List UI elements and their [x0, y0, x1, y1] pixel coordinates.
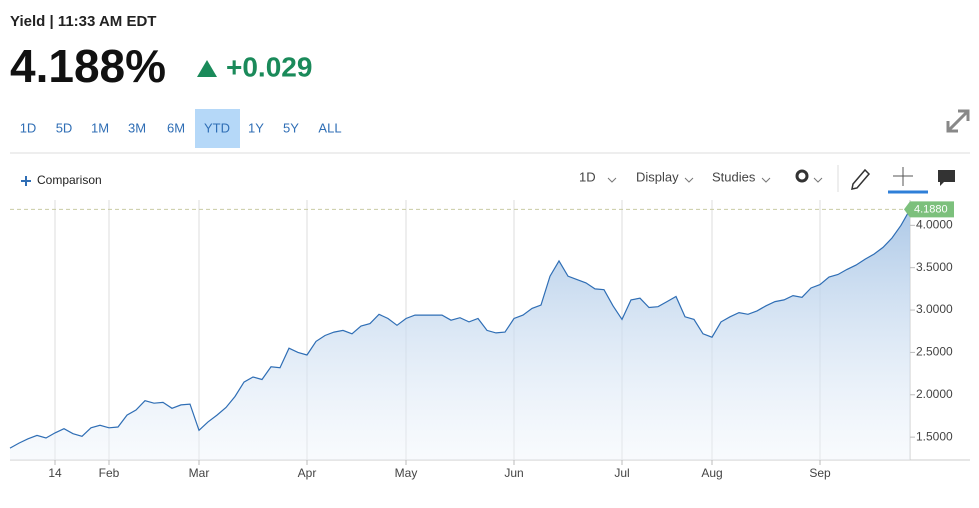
- header: Yield | 11:33 AM EDT 4.188% +0.029: [10, 13, 312, 92]
- range-button[interactable]: 3M: [128, 120, 146, 135]
- y-tick-label: 3.5000: [916, 260, 953, 274]
- range-button[interactable]: 1Y: [248, 120, 264, 135]
- chevron: [607, 177, 617, 183]
- x-tick-label: Aug: [701, 466, 722, 480]
- range-button[interactable]: 5Y: [283, 120, 299, 135]
- x-tick-label: Jul: [614, 466, 629, 480]
- chevron: [813, 177, 823, 183]
- toolbar: Comparison 1D Display Studies: [21, 165, 955, 194]
- chart: 14 Feb Mar Apr May Jun Jul Aug Sep 1.5000 2.0000 2.…: [9, 200, 970, 480]
- quote-change: +0.029: [226, 51, 312, 82]
- quote-title: Yield | 11:33 AM EDT: [10, 13, 156, 30]
- crosshair-icon[interactable]: [893, 167, 913, 186]
- x-tick-label: Sep: [809, 466, 831, 480]
- last-price-label: 4.1880: [914, 203, 948, 215]
- range-button[interactable]: 6M: [167, 120, 185, 135]
- range-button[interactable]: YTD: [204, 120, 230, 135]
- area-fill: [10, 209, 910, 460]
- y-tick-label: 2.0000: [916, 387, 953, 401]
- y-tick-label: 4.0000: [916, 218, 953, 232]
- range-button[interactable]: 5D: [56, 120, 73, 135]
- expand-icon[interactable]: [946, 109, 970, 133]
- plus-icon: [21, 176, 31, 186]
- up-arrow: [197, 60, 217, 77]
- x-tick-label: 14: [48, 466, 62, 480]
- quote-price: 4.188%: [10, 40, 166, 92]
- range-button[interactable]: ALL: [318, 120, 341, 135]
- chevron: [761, 177, 771, 183]
- price-line: [9, 209, 911, 449]
- last-price-tag: [904, 201, 954, 218]
- range-selector: 1D 5D 1M 3M 6M YTD 1Y 5Y ALL: [20, 109, 342, 148]
- interval-button[interactable]: 1D: [579, 169, 596, 184]
- chevron: [684, 177, 694, 183]
- range-button[interactable]: 1M: [91, 120, 109, 135]
- studies-button[interactable]: Studies: [712, 169, 756, 184]
- range-button[interactable]: 1D: [20, 120, 37, 135]
- x-tick-label: Jun: [504, 466, 523, 480]
- display-button[interactable]: Display: [636, 169, 679, 184]
- y-tick-label: 1.5000: [916, 429, 953, 443]
- x-tick-label: Feb: [99, 466, 120, 480]
- y-tick-label: 2.5000: [916, 345, 953, 359]
- comparison-button[interactable]: Comparison: [37, 173, 102, 187]
- y-tick-label: 3.0000: [916, 302, 953, 316]
- x-tick-label: Mar: [189, 466, 210, 480]
- news-icon[interactable]: [938, 170, 955, 186]
- draw-icon[interactable]: [851, 168, 871, 190]
- x-tick-label: May: [395, 466, 418, 480]
- range-selected-bg: [195, 109, 240, 148]
- settings-icon[interactable]: [795, 169, 809, 183]
- x-tick-label: Apr: [298, 466, 317, 480]
